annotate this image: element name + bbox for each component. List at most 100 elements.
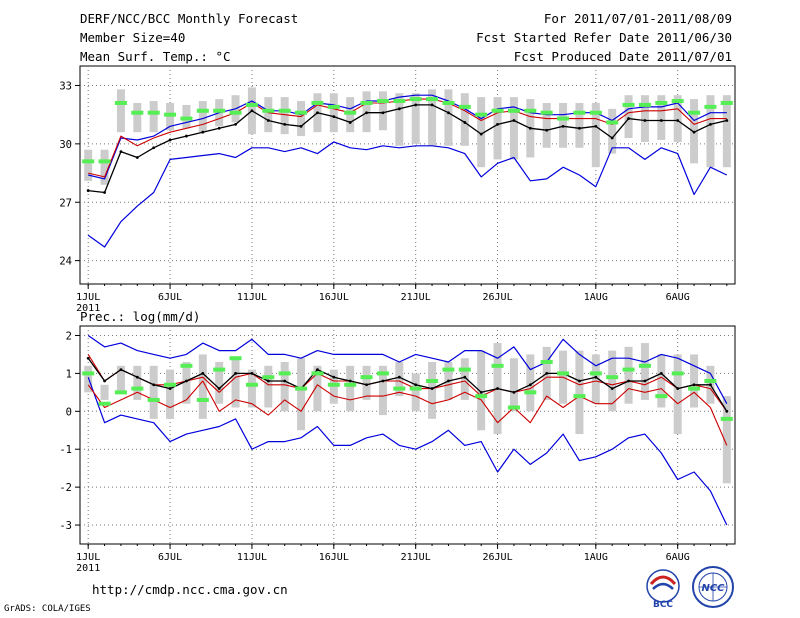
mean-point	[365, 383, 368, 387]
observation-marker	[524, 390, 537, 395]
mean-point	[528, 126, 532, 130]
spread-box	[84, 149, 93, 181]
mean-point	[86, 356, 90, 360]
spread-box	[722, 95, 731, 168]
mean-point	[234, 122, 237, 126]
x-year-label: 2011	[76, 563, 100, 574]
ncc-logo-text: NCC	[701, 583, 725, 594]
bcc-logo-text: BCC	[653, 600, 673, 610]
observation-marker	[82, 159, 95, 164]
spread-box	[591, 102, 600, 168]
spread-box	[100, 149, 109, 185]
mean-point	[152, 146, 156, 150]
mean-point	[430, 103, 434, 107]
spread-box	[411, 93, 420, 144]
spread-box	[346, 365, 355, 412]
spread-box	[411, 373, 420, 412]
mean-point	[201, 130, 205, 134]
x-tick-label: 26JUL	[483, 552, 513, 563]
x-tick-label: 26JUL	[483, 292, 513, 303]
spread-box	[313, 365, 322, 412]
series-ensemble-upper	[88, 98, 727, 178]
mean-point	[578, 126, 581, 130]
x-tick-label: 6JUL	[158, 292, 182, 303]
mean-point	[365, 111, 368, 115]
spread-box	[116, 365, 125, 393]
observation-marker	[147, 110, 160, 115]
mean-point	[676, 119, 680, 122]
spread-box	[624, 95, 633, 139]
member-size: Member Size=40	[80, 30, 186, 45]
mean-point	[185, 134, 188, 138]
observation-marker	[82, 371, 95, 376]
x-tick-label: 6AUG	[666, 552, 690, 563]
observation-marker	[507, 405, 520, 410]
x-tick-label: 6JUL	[158, 552, 182, 563]
forecast-period: For 2011/07/01-2011/08/09	[543, 11, 732, 26]
observation-marker	[720, 100, 733, 105]
mean-point	[643, 379, 647, 383]
spread-box	[526, 354, 535, 412]
source-url[interactable]: http://cmdp.ncc.cma.gov.cn	[92, 582, 288, 597]
forecast-started-date: Fcst Started Refer Date 2011/06/30	[476, 30, 732, 45]
spread-box	[247, 369, 256, 408]
series-ensemble-upper	[87, 354, 728, 412]
spread-box	[149, 101, 158, 133]
spread-box	[362, 365, 371, 400]
x-year-label: 2011	[76, 303, 100, 314]
mean-point	[594, 375, 598, 379]
observation-marker	[213, 367, 226, 372]
observation-marker	[507, 108, 520, 113]
mean-point	[316, 368, 319, 371]
mean-point	[168, 387, 172, 390]
mean-point	[332, 115, 336, 119]
observation-marker	[147, 397, 160, 402]
chart-title: DERF/NCC/BCC Monthly Forecast	[80, 11, 299, 26]
observation-marker	[295, 110, 308, 115]
y-tick-label: -2	[59, 482, 72, 494]
observation-marker	[196, 108, 209, 113]
observation-marker	[344, 382, 357, 387]
spread-box	[624, 346, 633, 404]
observation-marker	[376, 371, 389, 376]
observation-marker	[164, 112, 177, 117]
spread-box	[264, 365, 273, 408]
observation-marker	[327, 382, 340, 387]
mean-point	[119, 150, 123, 154]
observation-marker	[622, 367, 635, 372]
mean-point	[266, 119, 270, 122]
mean-point	[659, 371, 663, 375]
observation-marker	[540, 110, 553, 115]
spread-box	[706, 95, 715, 168]
observation-marker	[573, 394, 586, 399]
observation-marker	[442, 100, 455, 105]
mean-point	[135, 156, 139, 159]
observation-marker	[524, 108, 537, 113]
series-ensemble-mean	[87, 357, 728, 412]
x-tick-label: 21JUL	[401, 552, 431, 563]
mean-point	[545, 128, 549, 132]
observation-marker	[638, 102, 651, 107]
spread-box	[657, 95, 666, 140]
mean-point	[659, 119, 663, 122]
observation-marker	[409, 97, 422, 102]
series-ensemble-max	[87, 335, 728, 404]
spread-box	[182, 362, 191, 404]
observation-marker	[262, 108, 275, 113]
spread-box	[297, 358, 306, 431]
observation-marker	[491, 108, 504, 113]
mean-point	[103, 379, 106, 383]
mean-point	[545, 371, 549, 375]
x-tick-label: 1AUG	[584, 552, 608, 563]
observation-marker	[213, 108, 226, 113]
mean-point	[512, 390, 516, 394]
spread-box	[133, 365, 142, 400]
mean-point	[414, 383, 418, 387]
mean-point	[381, 379, 385, 383]
mean-point	[447, 111, 450, 115]
observation-marker	[409, 386, 422, 391]
variable-label: Mean Surf. Temp.: °C	[80, 49, 231, 64]
spread-box	[116, 89, 125, 133]
spread-box	[428, 362, 437, 419]
observation-marker	[131, 386, 144, 391]
